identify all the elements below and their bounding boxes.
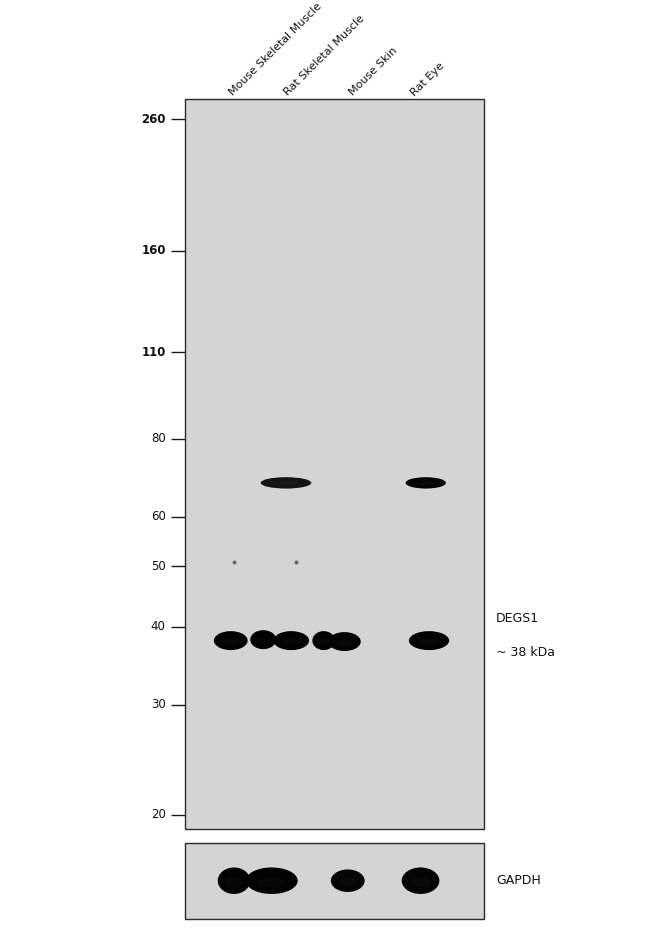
Text: 160: 160 bbox=[141, 244, 166, 258]
Bar bbox=[185, 843, 484, 919]
Text: Mouse Skin: Mouse Skin bbox=[347, 45, 399, 98]
Text: ~ 38 kDa: ~ 38 kDa bbox=[496, 646, 555, 659]
Ellipse shape bbox=[250, 630, 276, 649]
Ellipse shape bbox=[402, 867, 439, 894]
Text: 30: 30 bbox=[151, 698, 166, 711]
Ellipse shape bbox=[272, 481, 300, 486]
Ellipse shape bbox=[406, 477, 446, 489]
Ellipse shape bbox=[218, 867, 250, 894]
Ellipse shape bbox=[339, 878, 357, 885]
Ellipse shape bbox=[335, 639, 354, 646]
Text: Rat Eye: Rat Eye bbox=[409, 61, 447, 98]
Text: 110: 110 bbox=[141, 346, 166, 359]
Text: 20: 20 bbox=[151, 808, 166, 821]
Ellipse shape bbox=[331, 869, 365, 892]
Text: GAPDH: GAPDH bbox=[496, 874, 541, 887]
Text: 40: 40 bbox=[151, 620, 166, 634]
Ellipse shape bbox=[246, 867, 298, 894]
Ellipse shape bbox=[261, 477, 311, 489]
Ellipse shape bbox=[273, 631, 309, 650]
Text: 260: 260 bbox=[141, 113, 166, 126]
Ellipse shape bbox=[415, 481, 437, 486]
Ellipse shape bbox=[312, 631, 335, 650]
Text: Rat Skeletal Muscle: Rat Skeletal Muscle bbox=[282, 13, 366, 98]
Text: 50: 50 bbox=[151, 560, 166, 573]
Text: Mouse Skeletal Muscle: Mouse Skeletal Muscle bbox=[227, 1, 323, 98]
Ellipse shape bbox=[222, 638, 240, 645]
Ellipse shape bbox=[418, 638, 440, 645]
Text: 60: 60 bbox=[151, 510, 166, 524]
Ellipse shape bbox=[281, 638, 301, 645]
Bar bbox=[185, 99, 484, 829]
Ellipse shape bbox=[410, 877, 431, 886]
Ellipse shape bbox=[214, 631, 248, 650]
Ellipse shape bbox=[317, 638, 330, 645]
Ellipse shape bbox=[257, 877, 286, 886]
Ellipse shape bbox=[225, 877, 243, 886]
Ellipse shape bbox=[328, 632, 361, 651]
Text: 80: 80 bbox=[151, 433, 166, 445]
Ellipse shape bbox=[409, 631, 449, 650]
Ellipse shape bbox=[256, 637, 270, 644]
Text: DEGS1: DEGS1 bbox=[496, 613, 539, 625]
